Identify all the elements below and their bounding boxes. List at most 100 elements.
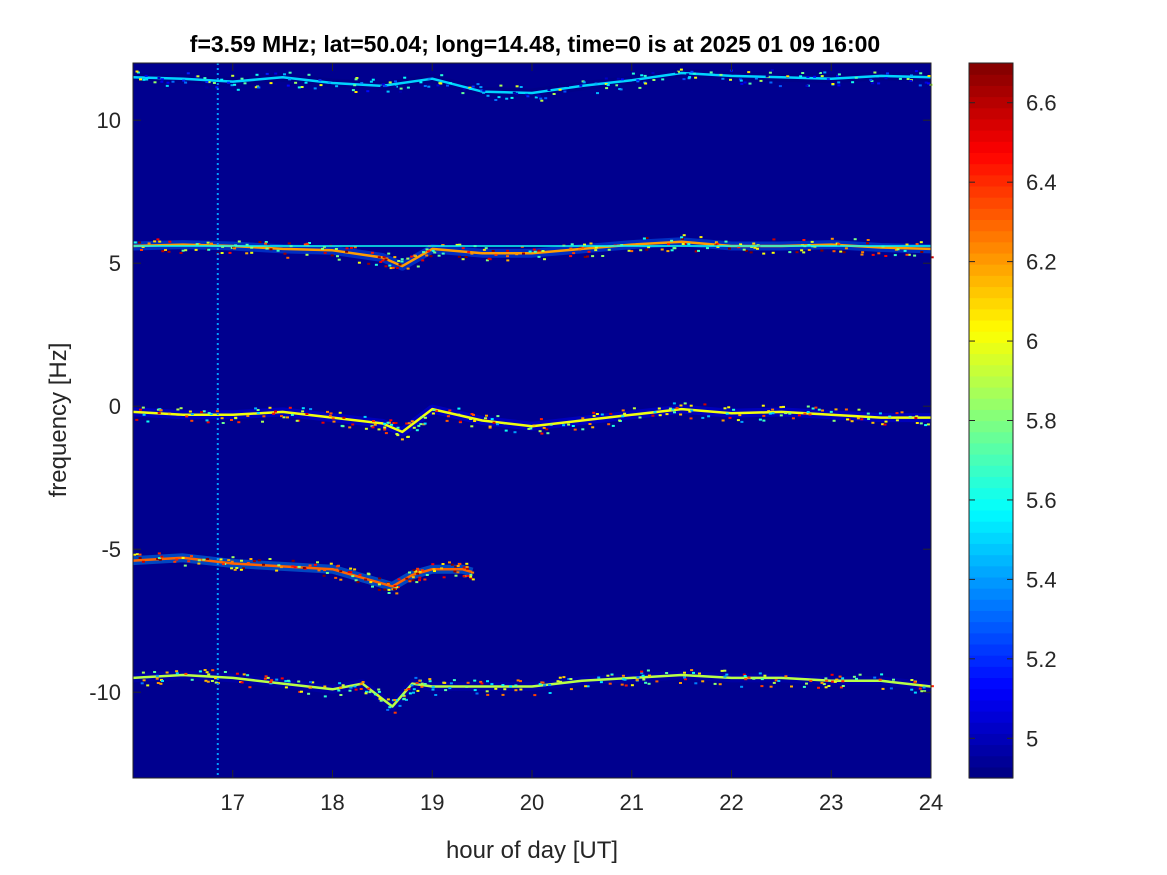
trace-pixel xyxy=(135,70,139,73)
trace-pixel xyxy=(494,99,498,101)
x-axis: 17 18 19 20 21 22 23 24 xyxy=(221,63,943,815)
trace-pixel xyxy=(156,682,160,684)
trace-pixel xyxy=(480,682,484,685)
trace-pixel xyxy=(831,83,835,85)
trace-pixel xyxy=(822,683,826,686)
trace-pixel xyxy=(377,583,381,586)
trace-4 xyxy=(132,673,932,708)
x-tick-label: 20 xyxy=(520,790,544,815)
trace-pixel xyxy=(606,674,610,677)
trace-pixel xyxy=(837,81,841,84)
trace-pixel xyxy=(501,693,505,696)
trace-pixel xyxy=(227,559,231,562)
trace-pixel xyxy=(358,573,362,576)
trace-pixel xyxy=(427,250,431,253)
trace-pixel xyxy=(206,680,210,683)
trace-pixel xyxy=(665,413,669,416)
trace-pixel xyxy=(707,415,711,418)
trace-pixel xyxy=(349,686,353,689)
trace-pixel xyxy=(237,240,241,243)
colorbar-band xyxy=(969,152,1013,165)
trace-pixel xyxy=(880,673,884,676)
trace-pixel xyxy=(797,414,801,417)
trace-pixel xyxy=(809,679,813,682)
trace-pixel xyxy=(567,423,571,426)
colorbar-band xyxy=(969,63,1013,75)
trace-pixel xyxy=(179,407,183,410)
trace-pixel xyxy=(512,91,516,94)
trace-pixel xyxy=(682,234,686,237)
trace-pixel xyxy=(821,409,824,412)
trace-pixel xyxy=(470,425,474,428)
trace-pixel xyxy=(341,684,345,687)
colorbar-band xyxy=(969,308,1013,321)
trace-pixel xyxy=(389,267,393,270)
trace-pixel xyxy=(353,246,357,249)
y-tick-label: 10 xyxy=(97,108,121,133)
trace-pixel xyxy=(679,413,683,416)
trace-pixel xyxy=(414,676,418,679)
colorbar-band xyxy=(969,442,1013,455)
trace-pixel xyxy=(390,423,394,426)
trace-pixel xyxy=(808,413,812,416)
trace-pixel xyxy=(727,406,731,409)
trace-pixel xyxy=(918,84,922,87)
trace-pixel xyxy=(620,78,624,81)
trace-pixel xyxy=(599,681,603,684)
trace-pixel xyxy=(439,82,443,85)
trace-pixel xyxy=(284,680,288,683)
trace-pixel xyxy=(291,565,295,568)
trace-pixel xyxy=(452,679,456,682)
trace-pixel xyxy=(328,414,332,417)
trace-pixel xyxy=(144,74,148,77)
trace-pixel xyxy=(354,579,358,582)
trace-pixel xyxy=(915,415,919,418)
trace-pixel xyxy=(652,79,656,81)
trace-pixel xyxy=(181,249,185,252)
trace-pixel xyxy=(223,671,227,673)
trace-pixel xyxy=(753,246,757,249)
trace-pixel xyxy=(548,692,552,694)
trace-pixel xyxy=(345,247,349,250)
trace-pixel xyxy=(286,679,290,682)
trace-pixel xyxy=(559,680,563,683)
colorbar-band xyxy=(969,599,1013,612)
trace-pixel xyxy=(744,678,748,681)
trace-pixel xyxy=(645,248,649,251)
trace-pixel xyxy=(485,414,488,417)
trace-pixel xyxy=(466,567,470,570)
trace-pixel xyxy=(230,560,234,563)
colorbar-band xyxy=(969,85,1013,98)
trace-pixel xyxy=(667,243,670,246)
trace-pixel xyxy=(377,428,381,431)
trace-pixel xyxy=(446,84,449,87)
trace-pixel xyxy=(431,249,435,252)
trace-pixel xyxy=(437,254,441,257)
trace-pixel xyxy=(202,558,206,561)
trace-pixel xyxy=(486,693,490,696)
colorbar-band xyxy=(969,74,1013,86)
colorbar-band xyxy=(969,677,1013,690)
trace-pixel xyxy=(805,682,808,685)
trace-pixel xyxy=(660,248,664,251)
trace-pixel xyxy=(379,699,383,702)
y-tick-label: 0 xyxy=(109,394,121,419)
trace-pixel xyxy=(469,418,473,420)
trace-pixel xyxy=(465,685,469,688)
trace-pixel xyxy=(739,243,743,246)
trace-pixel xyxy=(473,679,477,682)
trace-pixel xyxy=(264,242,268,245)
trace-pixel xyxy=(397,260,401,262)
trace-pixel xyxy=(436,84,440,87)
trace-pixel xyxy=(230,567,234,570)
trace-pixel xyxy=(768,71,772,74)
trace-pixel xyxy=(491,249,495,252)
trace-pixel xyxy=(353,568,357,571)
colorbar-band xyxy=(969,621,1013,634)
trace-pixel xyxy=(176,408,180,411)
colorbar-band xyxy=(969,185,1013,198)
trace-pixel xyxy=(591,255,595,258)
trace-pixel xyxy=(600,413,604,416)
trace-pixel xyxy=(140,682,144,685)
trace-pixel xyxy=(220,78,224,81)
